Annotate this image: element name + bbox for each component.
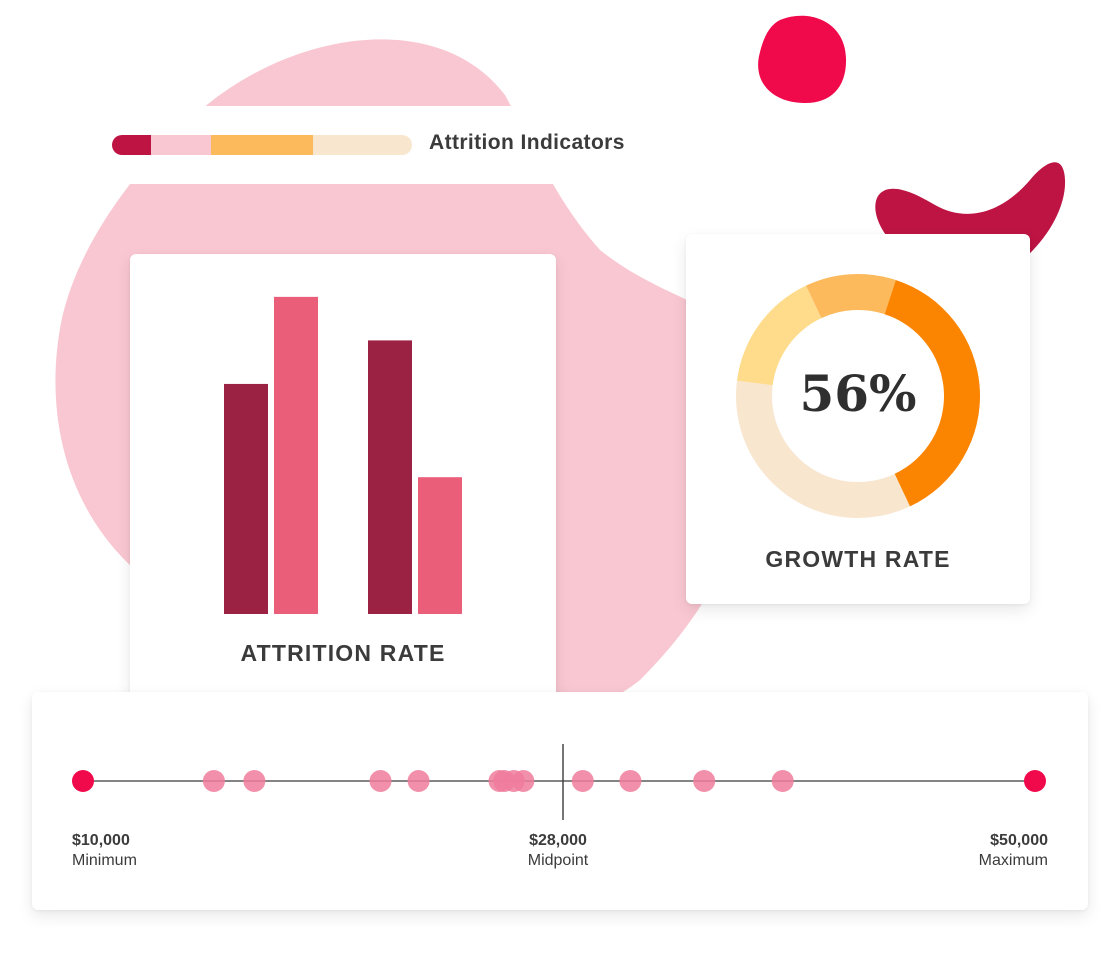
minimum-value: $10,000	[72, 832, 130, 849]
data-point-dot	[243, 770, 266, 792]
red-blob	[758, 15, 847, 104]
attrition-bar	[368, 340, 412, 614]
range-dot-plot	[72, 744, 1046, 820]
data-point-dot	[512, 770, 535, 792]
growth-rate-value: 56%	[799, 364, 917, 423]
attrition-bar	[224, 383, 268, 614]
indicator-segment	[112, 135, 151, 155]
donut-segment	[884, 279, 980, 507]
minimum-tick: $10,000 Minimum	[72, 831, 137, 871]
attrition-rate-label: ATTRITION RATE	[240, 640, 446, 666]
data-point-dot	[771, 770, 794, 792]
indicator-segment	[151, 135, 211, 155]
range-endpoint-dot	[72, 770, 94, 792]
attrition-rate-card: ATTRITION RATE	[130, 254, 556, 718]
growth-rate-card: 56% GROWTH RATE	[686, 234, 1030, 604]
growth-rate-label: GROWTH RATE	[765, 546, 951, 572]
midpoint-value: $28,000	[529, 832, 587, 849]
midpoint-tick: $28,000 Midpoint	[478, 831, 638, 871]
donut-segment	[736, 380, 910, 518]
donut-segment	[806, 274, 896, 319]
minimum-label: Minimum	[72, 852, 137, 869]
attrition-bar	[274, 296, 318, 614]
legend-title: Attrition Indicators	[429, 131, 625, 154]
attrition-bar	[418, 477, 462, 614]
midpoint-label: Midpoint	[527, 852, 589, 869]
growth-donut-chart	[736, 274, 980, 518]
indicator-segment	[313, 135, 412, 155]
salary-range-card: $10,000 Minimum $28,000 Midpoint $50,000…	[32, 692, 1088, 910]
data-point-dot	[202, 770, 225, 792]
range-endpoint-dot	[1024, 770, 1046, 792]
data-point-dot	[619, 770, 642, 792]
attrition-indicator-bar	[112, 135, 412, 155]
maximum-label: Maximum	[978, 852, 1048, 869]
indicator-segment	[211, 135, 313, 155]
data-point-dot	[407, 770, 430, 792]
maximum-tick: $50,000 Maximum	[979, 831, 1048, 871]
donut-segment	[736, 285, 822, 386]
maximum-value: $50,000	[990, 832, 1048, 849]
data-point-dot	[571, 770, 594, 792]
data-point-dot	[693, 770, 716, 792]
data-point-dot	[369, 770, 392, 792]
attrition-bar-chart	[224, 296, 462, 614]
